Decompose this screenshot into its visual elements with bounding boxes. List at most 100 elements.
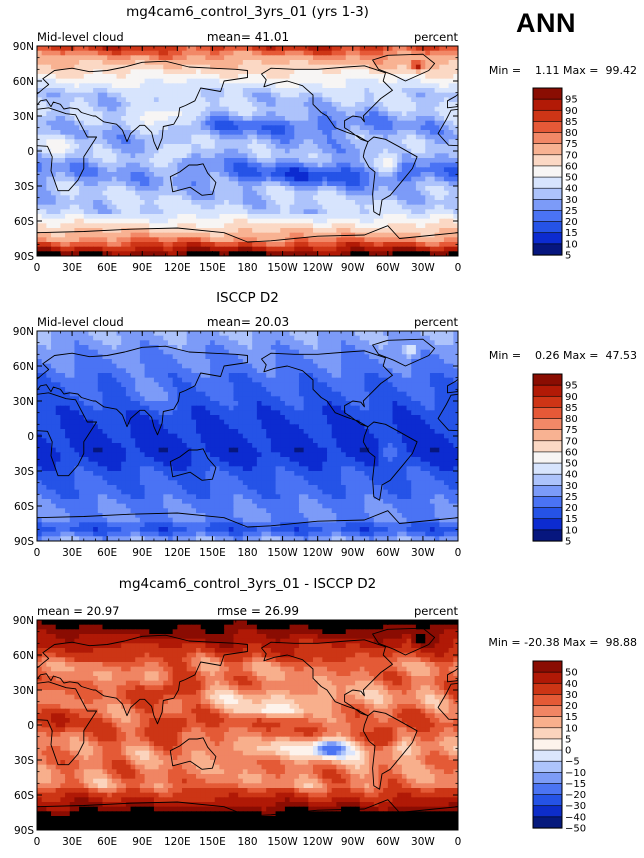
field-cell (41, 158, 47, 164)
field-cell (261, 162, 267, 168)
field-cell (298, 125, 305, 131)
field-cell (443, 144, 450, 150)
field-cell (369, 209, 375, 215)
field-cell (224, 204, 230, 210)
field-cell (51, 340, 57, 346)
field-cell (149, 64, 155, 70)
field-cell (317, 181, 323, 187)
field-cell (83, 130, 90, 136)
field-cell (284, 186, 291, 192)
field-cell (46, 335, 52, 341)
field-cell (37, 144, 43, 150)
field-cell (214, 64, 221, 70)
field-cell (415, 349, 422, 355)
field-cell (163, 106, 169, 112)
field-cell (425, 363, 431, 369)
field-cell (289, 148, 295, 154)
field-cell (153, 368, 160, 374)
field-cell (214, 144, 221, 150)
field-cell (228, 345, 235, 351)
field-cell (308, 88, 314, 94)
field-cell (55, 242, 61, 248)
field-cell (289, 167, 295, 173)
field-cell (125, 223, 132, 229)
field-cell (406, 331, 412, 337)
field-cell (153, 50, 160, 56)
field-cell (266, 162, 272, 168)
field-cell (214, 237, 221, 243)
field-cell (369, 246, 375, 252)
field-cell (51, 144, 57, 150)
field-cell (55, 200, 61, 206)
field-cell (186, 218, 192, 224)
field-cell (336, 60, 342, 66)
field-cell (453, 349, 458, 355)
field-cell (369, 232, 375, 238)
field-cell (93, 335, 99, 341)
field-cell (177, 190, 183, 196)
field-cell (327, 214, 333, 220)
field-cell (97, 139, 104, 145)
field-cell (252, 167, 258, 173)
field-cell (88, 116, 94, 122)
field-cell (69, 116, 76, 122)
field-cell (434, 195, 440, 201)
field-cell (88, 74, 94, 80)
coastline-australia (169, 163, 217, 196)
field-cell (392, 92, 398, 98)
field-cell (102, 200, 108, 206)
field-cell (219, 340, 225, 346)
field-cell (224, 246, 230, 252)
field-cell (448, 130, 454, 136)
field-cell (135, 242, 141, 248)
field-cell (439, 335, 445, 341)
field-cell (158, 172, 164, 178)
field-cell (383, 349, 389, 355)
field-cell (341, 251, 347, 256)
field-cell (434, 69, 440, 75)
field-cell (284, 209, 291, 215)
field-cell (359, 251, 366, 256)
field-cell (41, 335, 47, 341)
field-cell (443, 237, 450, 243)
field-cell (420, 228, 426, 234)
field-cell (111, 195, 118, 201)
field-cell (242, 134, 249, 140)
field-cell (359, 144, 366, 150)
field-cell (79, 232, 85, 238)
field-cell (308, 125, 314, 131)
field-cell (69, 92, 76, 98)
field-cell (378, 125, 384, 131)
field-cell (97, 200, 104, 206)
field-cell (298, 335, 305, 341)
field-cell (443, 223, 450, 229)
field-cell (167, 246, 174, 252)
field-cell (275, 102, 281, 108)
field-cell (411, 130, 417, 136)
field-cell (55, 214, 61, 220)
field-cell (373, 331, 380, 337)
field-cell (55, 232, 61, 238)
field-cell (280, 172, 286, 178)
field-cell (37, 88, 43, 94)
field-cell (270, 237, 277, 243)
field-cell (294, 190, 300, 196)
field-cell (121, 190, 127, 196)
field-cell (153, 55, 160, 61)
field-cell (383, 368, 389, 374)
field-cell (369, 214, 375, 220)
field-cell (51, 204, 57, 210)
field-cell (144, 144, 150, 150)
field-cell (182, 354, 188, 360)
field-cell (196, 354, 202, 360)
field-cell (252, 88, 258, 94)
field-cell (420, 83, 426, 89)
field-cell (397, 55, 403, 61)
field-cell (135, 50, 141, 56)
field-cell (238, 200, 244, 206)
field-cell (177, 246, 183, 252)
field-cell (167, 97, 174, 103)
field-cell (238, 363, 244, 369)
field-cell (345, 345, 352, 351)
field-cell (383, 158, 389, 164)
